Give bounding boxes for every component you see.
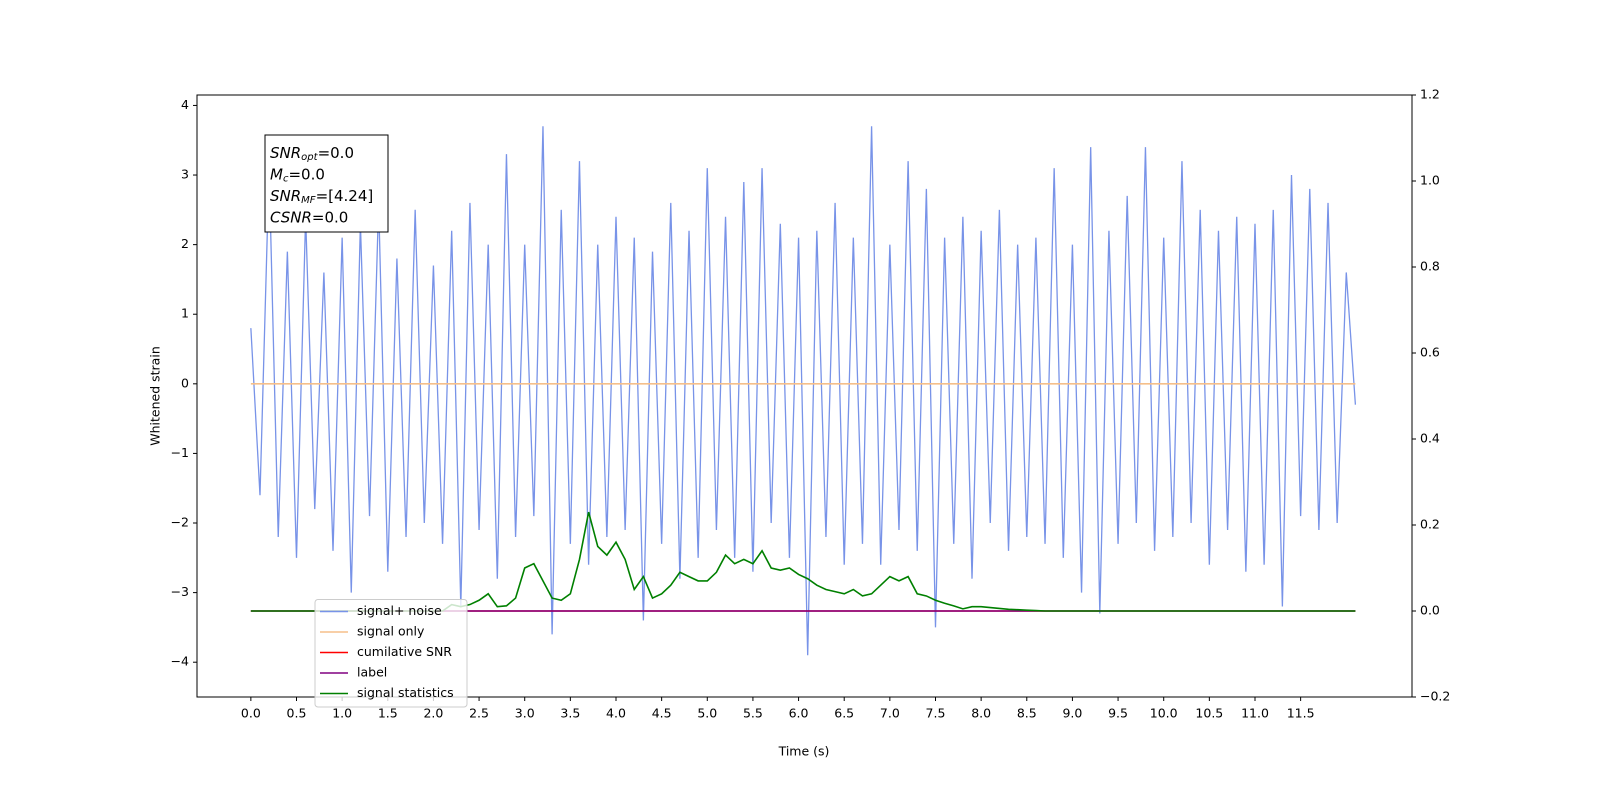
x-axis-label: Time (s) bbox=[778, 744, 830, 759]
legend-label: label bbox=[357, 665, 387, 680]
series-line bbox=[250, 511, 1356, 612]
y2-tick-label: 0.6 bbox=[1420, 345, 1440, 360]
x-tick-label: 6.0 bbox=[789, 706, 809, 721]
annotation-value: =0.0 bbox=[318, 144, 354, 162]
x-tick-label: 8.5 bbox=[1017, 706, 1037, 721]
x-tick-label: 10.5 bbox=[1195, 706, 1223, 721]
y-tick-label: 3 bbox=[181, 167, 189, 182]
annotation-sub: MF bbox=[301, 195, 316, 206]
x-tick-label: 3.5 bbox=[560, 706, 580, 721]
annotation-symbol: M bbox=[270, 165, 283, 183]
x-tick-label: 9.0 bbox=[1062, 706, 1082, 721]
y-tick-label: −3 bbox=[171, 584, 189, 599]
x-tick-label: 11.5 bbox=[1287, 706, 1315, 721]
x-tick-label: 4.5 bbox=[652, 706, 672, 721]
x-tick-label: 2.5 bbox=[469, 706, 489, 721]
annotation-symbol: SNR bbox=[270, 187, 301, 205]
x-tick-label: 7.5 bbox=[926, 706, 946, 721]
x-tick-label: 11.0 bbox=[1241, 706, 1269, 721]
annotation-box bbox=[264, 134, 389, 233]
x-tick-label: 0.5 bbox=[287, 706, 307, 721]
annotation-text: SNRopt=0.0 bbox=[270, 144, 354, 164]
annotation-sub: opt bbox=[301, 152, 318, 163]
y-axis-label: Whitened strain bbox=[148, 346, 163, 445]
x-tick-label: 10.0 bbox=[1150, 706, 1178, 721]
x-tick-label: 1.5 bbox=[378, 706, 398, 721]
annotation-value: =[4.24] bbox=[316, 187, 374, 205]
annotation-value: =0.0 bbox=[312, 208, 348, 226]
x-tick-label: 6.5 bbox=[834, 706, 854, 721]
annotation-symbol: SNR bbox=[270, 144, 301, 162]
x-tick-label: 2.0 bbox=[423, 706, 443, 721]
annotation-value: =0.0 bbox=[288, 165, 324, 183]
x-tick-label: 1.0 bbox=[332, 706, 352, 721]
y-tick-label: 4 bbox=[181, 97, 189, 112]
y2-tick-label: 0.2 bbox=[1420, 517, 1440, 532]
y2-tick-label: −0.2 bbox=[1420, 689, 1450, 704]
x-tick-label: 5.5 bbox=[743, 706, 763, 721]
y-tick-label: −1 bbox=[171, 445, 189, 460]
legend-label: signal only bbox=[357, 624, 425, 639]
y-tick-label: 2 bbox=[181, 236, 189, 251]
annotation-sub: c bbox=[283, 174, 289, 185]
x-tick-label: 4.0 bbox=[606, 706, 626, 721]
x-tick-label: 3.0 bbox=[515, 706, 535, 721]
legend-label: signal statistics bbox=[357, 685, 454, 700]
annotation-text: SNRMF=[4.24] bbox=[270, 187, 373, 207]
y-tick-label: 1 bbox=[181, 306, 189, 321]
x-tick-label: 0.0 bbox=[241, 706, 261, 721]
y-tick-label: −2 bbox=[171, 515, 189, 530]
series-line bbox=[250, 126, 1357, 656]
legend-box bbox=[314, 599, 468, 708]
y2-tick-label: 0.4 bbox=[1420, 431, 1440, 446]
y2-tick-label: 0.8 bbox=[1420, 259, 1440, 274]
y-tick-label: −4 bbox=[171, 654, 189, 669]
x-tick-label: 5.0 bbox=[697, 706, 717, 721]
y2-tick-label: 0.0 bbox=[1420, 603, 1440, 618]
x-tick-label: 9.5 bbox=[1108, 706, 1128, 721]
x-tick-label: 7.0 bbox=[880, 706, 900, 721]
legend-label: signal+ noise bbox=[357, 603, 442, 618]
y-tick-label: 0 bbox=[181, 375, 189, 390]
legend-label: cumilative SNR bbox=[357, 644, 452, 659]
x-tick-label: 8.0 bbox=[971, 706, 991, 721]
annotation-text: CSNR=0.0 bbox=[270, 208, 348, 226]
annotation-symbol: CSNR bbox=[270, 208, 312, 226]
plot-frame bbox=[196, 94, 1413, 698]
y2-tick-label: 1.2 bbox=[1420, 87, 1440, 102]
annotation-text: Mc=0.0 bbox=[270, 165, 325, 185]
y2-tick-label: 1.0 bbox=[1420, 173, 1440, 188]
legend: signal+ noise signal only cumilative SNR la… bbox=[314, 599, 468, 708]
